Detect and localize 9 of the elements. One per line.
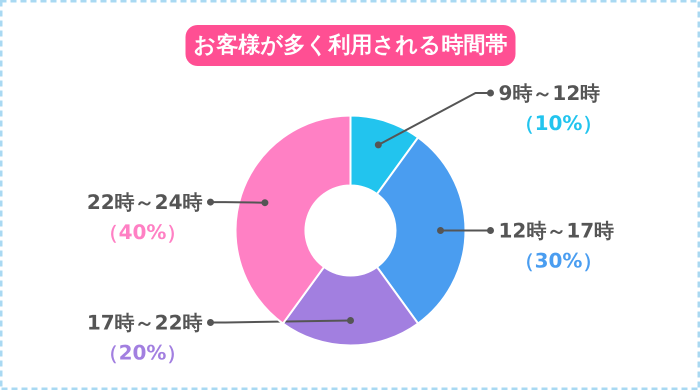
data-label: （40%） [98, 220, 186, 244]
data-label: （30%） [514, 248, 602, 272]
slice-label: 22時～24時 [86, 190, 203, 214]
slice-label: 17時～22時 [86, 310, 203, 334]
data-label: （10%） [514, 111, 602, 136]
slice-label: 12時～17時 [498, 218, 614, 242]
data-label: （20%） [98, 340, 186, 364]
chart-title: お客様が多く利用される時間帯 [194, 32, 508, 58]
slice-label: 9時～12時 [498, 81, 600, 106]
